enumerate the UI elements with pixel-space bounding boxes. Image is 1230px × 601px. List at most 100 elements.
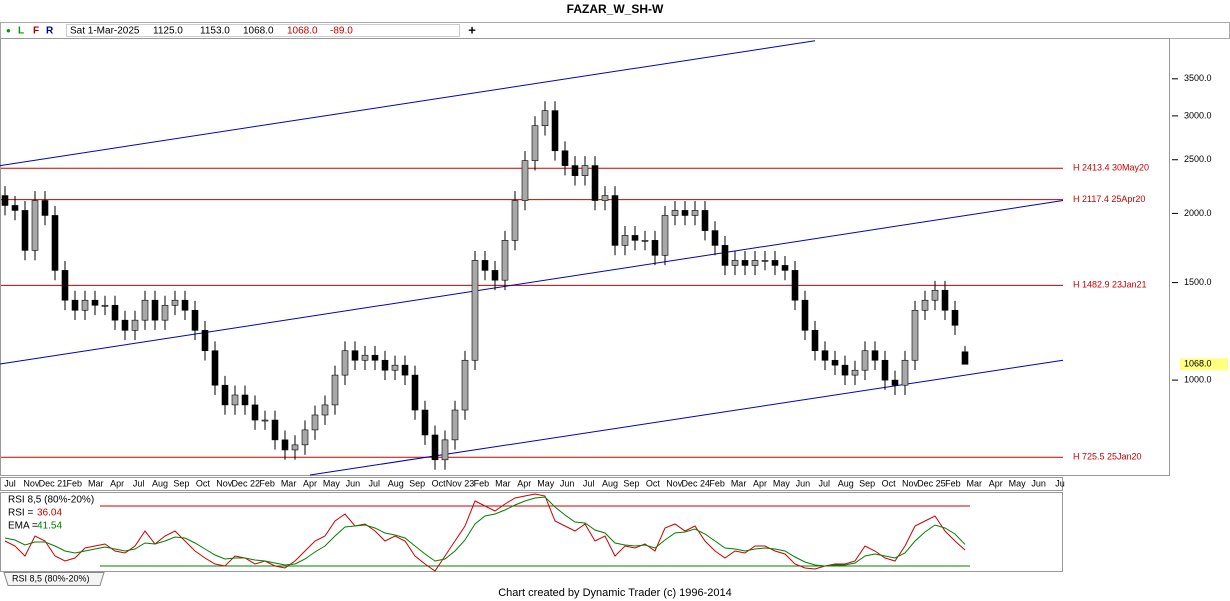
candle-body	[811, 330, 819, 352]
x-tick-label: Ju	[1055, 478, 1065, 488]
last-price-label: 1068.0	[1184, 359, 1212, 369]
candle-body	[731, 260, 739, 266]
footer: Chart created by Dynamic Trader (c) 1996…	[498, 587, 732, 599]
candle-body	[491, 270, 499, 281]
candle-body	[281, 439, 289, 451]
bar-date: Sat 1-Mar-2025	[70, 26, 140, 37]
bar-low: 1068.0	[243, 26, 274, 37]
candle-body	[81, 299, 89, 311]
x-tick-label: Nov	[902, 478, 919, 488]
candle-body	[501, 240, 509, 281]
candle-body	[451, 409, 459, 441]
candle-body	[611, 195, 619, 246]
candle-body	[821, 350, 829, 361]
x-tick-label: Mar	[731, 478, 747, 488]
x-tick-label: Aug	[602, 478, 618, 488]
y-tick-label: 3500.0	[1184, 73, 1212, 83]
y-tick-label: 3000.0	[1184, 110, 1212, 120]
y-tick-label: 1500.0	[1184, 277, 1212, 287]
x-tick-label: May	[773, 478, 791, 488]
candle-body	[741, 260, 749, 266]
candle-body	[671, 210, 679, 216]
x-tick-label: Jun	[560, 478, 575, 488]
x-tick-label: Jun	[346, 478, 361, 488]
x-tick-label: Sep	[409, 478, 425, 488]
candle-body	[571, 165, 579, 176]
candle-body	[941, 289, 949, 311]
x-tick-label: May	[323, 478, 341, 488]
toolbar-button[interactable]: R	[46, 26, 54, 37]
x-tick-label: Apr	[517, 478, 531, 488]
candle-body	[471, 260, 479, 361]
candle-body	[261, 419, 269, 422]
x-tick-label: Dec 22	[231, 478, 260, 488]
x-tick-label: Apr	[110, 478, 124, 488]
candle-body	[111, 304, 119, 321]
x-tick-label: Aug	[388, 478, 404, 488]
candle-body	[131, 319, 139, 331]
candle-body	[341, 350, 349, 376]
level-label: H 1482.9 23Jan21	[1073, 280, 1147, 290]
candle-body	[151, 299, 159, 321]
x-tick-label: Feb	[709, 478, 725, 488]
x-tick-label: Feb	[474, 478, 490, 488]
indicator-tab-label[interactable]: RSI 8,5 (80%-20%)	[12, 573, 90, 583]
x-tick-label: May	[537, 478, 555, 488]
candle-body	[681, 210, 689, 216]
candle-body	[211, 350, 219, 386]
candle-body	[511, 200, 519, 241]
candle-body	[701, 210, 709, 231]
date-axis	[0, 477, 1063, 491]
x-tick-label: Sep	[173, 478, 189, 488]
candle-body	[201, 330, 209, 352]
candle-body	[351, 350, 359, 361]
x-tick-label: Apr	[753, 478, 767, 488]
toolbar-button[interactable]: L	[18, 26, 24, 37]
x-tick-label: Jul	[583, 478, 595, 488]
candle-body	[271, 419, 279, 441]
x-tick-label: Dec 24	[681, 478, 710, 488]
candle-body	[171, 299, 179, 306]
chart-title: FAZAR_W_SH-W	[567, 2, 664, 16]
candle-body	[251, 404, 259, 421]
candle-body	[901, 359, 909, 386]
candle-body	[961, 351, 969, 365]
candle-body	[551, 110, 559, 152]
toolbar-button[interactable]: F	[33, 26, 39, 37]
candle-body	[841, 364, 849, 376]
x-tick-label: Aug	[838, 478, 854, 488]
x-tick-label: Apr	[303, 478, 317, 488]
candle-body	[411, 374, 419, 411]
candle-body	[751, 260, 759, 266]
info-box	[66, 24, 460, 37]
legend-label: EMA =	[8, 521, 38, 532]
y-tick-label: 2000.0	[1184, 208, 1212, 218]
candle-body	[621, 235, 629, 246]
candle-body	[101, 304, 109, 307]
series-line	[4, 493, 966, 572]
x-tick-label: Nov	[23, 478, 40, 488]
candle-body	[41, 200, 49, 216]
candle-body	[641, 240, 649, 242]
candle-body	[601, 195, 609, 201]
last-price-box	[1180, 358, 1228, 371]
candle-body	[711, 230, 719, 246]
rsi-panel	[0, 492, 1063, 572]
candle-body	[461, 359, 469, 411]
level-label: H 2413.4 30May20	[1073, 163, 1149, 173]
x-tick-label: Mar	[281, 478, 297, 488]
candle-body	[921, 299, 929, 311]
add-button[interactable]: +	[468, 22, 476, 37]
candle-body	[21, 210, 29, 251]
indicator-tab[interactable]	[3, 572, 105, 586]
x-tick-label: Feb	[259, 478, 275, 488]
candle-body	[11, 205, 19, 211]
candle-body	[31, 200, 39, 251]
legend-value: 36.04	[37, 508, 62, 519]
x-tick-label: Oct	[196, 478, 211, 488]
x-tick-label: Jul	[133, 478, 145, 488]
candle-body	[141, 299, 149, 321]
